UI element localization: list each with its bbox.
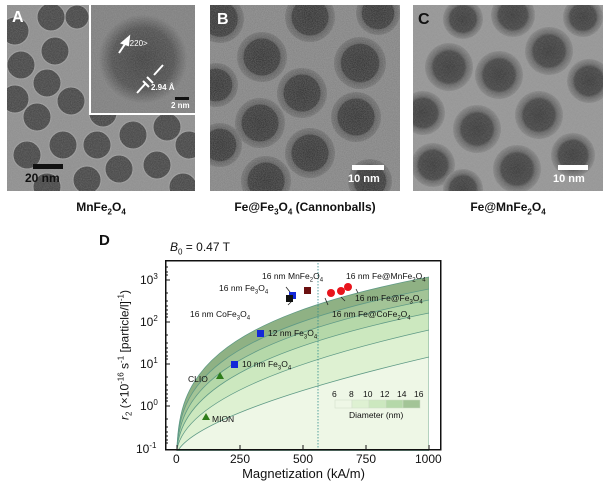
marker-12nm-fe3o4 <box>257 330 264 337</box>
lattice-spacing-label: 2.94 Å <box>151 83 175 92</box>
panel-letter-d: D <box>99 232 110 249</box>
lattice-spacing-arrows-icon <box>136 64 164 94</box>
y-tick-1: 100 <box>140 398 158 413</box>
caption-a: MnFe2O4 <box>76 200 126 217</box>
legend-tick-12: 12 <box>380 389 390 399</box>
x-axis-label: Magnetization (kA/m) <box>242 466 365 481</box>
marker-16nm-fe-cofe2o4 <box>327 289 335 297</box>
scale-bar-label: 10 nm <box>348 173 380 185</box>
scale-bar-label: 10 nm <box>553 173 585 185</box>
panel-letter-c: C <box>418 11 430 28</box>
legend-tick-10: 10 <box>363 389 373 399</box>
direction-label: <220> <box>125 39 148 48</box>
hrtem-image <box>91 5 195 113</box>
direction-arrow-icon <box>118 34 131 54</box>
label-12nm-fe3o4: 12 nm Fe3O4 <box>268 328 318 341</box>
label-16nm-mnfe2o4: 16 nm MnFe2O4 <box>262 271 324 284</box>
legend-tick-16: 16 <box>414 389 424 399</box>
marker-16nm-fe-mnfe2o4 <box>344 283 352 291</box>
marker-16nm-mnfe2o4 <box>304 287 311 294</box>
scale-bar <box>33 164 63 169</box>
label-clio: CLIO <box>188 374 208 384</box>
tem-image-fe-mnfe2o4 <box>413 5 603 191</box>
chart-plot-area <box>165 260 442 451</box>
label-16nm-fe3o4: 16 nm Fe3O4 <box>219 283 269 296</box>
label-10nm-fe3o4: 10 nm Fe3O4 <box>242 359 292 372</box>
x-tick-500: 500 <box>293 452 314 466</box>
y-tick-1000: 103 <box>140 272 158 287</box>
label-16nm-fe-cofe2o4: 16 nm Fe@CoFe2O4 <box>332 309 411 322</box>
caption-b: Fe@Fe3O4 (Cannonballs) <box>234 200 376 217</box>
legend-tick-14: 14 <box>397 389 407 399</box>
x-tick-750: 750 <box>356 452 377 466</box>
y-tick-100: 102 <box>140 314 158 329</box>
tem-panel-c: C 10 nm <box>413 5 603 191</box>
x-tick-250: 250 <box>230 452 251 466</box>
hrtem-inset: <220> 2.94 Å 2 nm <box>89 5 195 115</box>
marker-16nm-fe-fe3o4 <box>337 287 345 295</box>
label-16nm-cofe3o4: 16 nm CoFe3O4 <box>190 309 251 322</box>
tem-panel-b: B 10 nm <box>210 5 400 191</box>
diameter-legend <box>334 399 421 409</box>
tem-panel-a: <220> 2.94 Å 2 nm A 20 nm <box>7 5 195 191</box>
marker-clio <box>216 372 224 379</box>
marker-mion <box>202 413 210 420</box>
diameter-bands <box>176 260 441 451</box>
label-16nm-fe-fe3o4: 16 nm Fe@Fe3O4 <box>355 293 423 306</box>
scale-bar <box>558 165 588 170</box>
y-tick-10: 101 <box>140 356 158 371</box>
tem-image-cannonballs <box>210 5 400 191</box>
caption-c: Fe@MnFe2O4 <box>470 200 546 217</box>
panel-letter-a: A <box>12 9 24 26</box>
panel-letter-b: B <box>217 11 229 28</box>
legend-title: Diameter (nm) <box>349 410 404 420</box>
label-mion: MION <box>212 414 235 424</box>
scale-bar <box>352 165 384 170</box>
legend-tick-6: 6 <box>332 389 337 399</box>
y-tick-0.1: 10-1 <box>136 441 157 456</box>
legend-tick-8: 8 <box>349 389 354 399</box>
marker-10nm-fe3o4 <box>231 361 238 368</box>
inset-scale-label: 2 nm <box>171 101 190 110</box>
inset-scale-bar <box>175 97 189 100</box>
chart-title: B0 = 0.47 T <box>170 240 230 257</box>
x-tick-0: 0 <box>173 452 180 466</box>
label-16nm-fe-mnfe2o4: 16 nm Fe@MnFe2O4 <box>346 271 426 284</box>
marker-16nm-cofe2o4 <box>286 295 293 302</box>
scale-bar-label: 20 nm <box>25 171 60 185</box>
x-tick-1000: 1000 <box>415 452 442 466</box>
